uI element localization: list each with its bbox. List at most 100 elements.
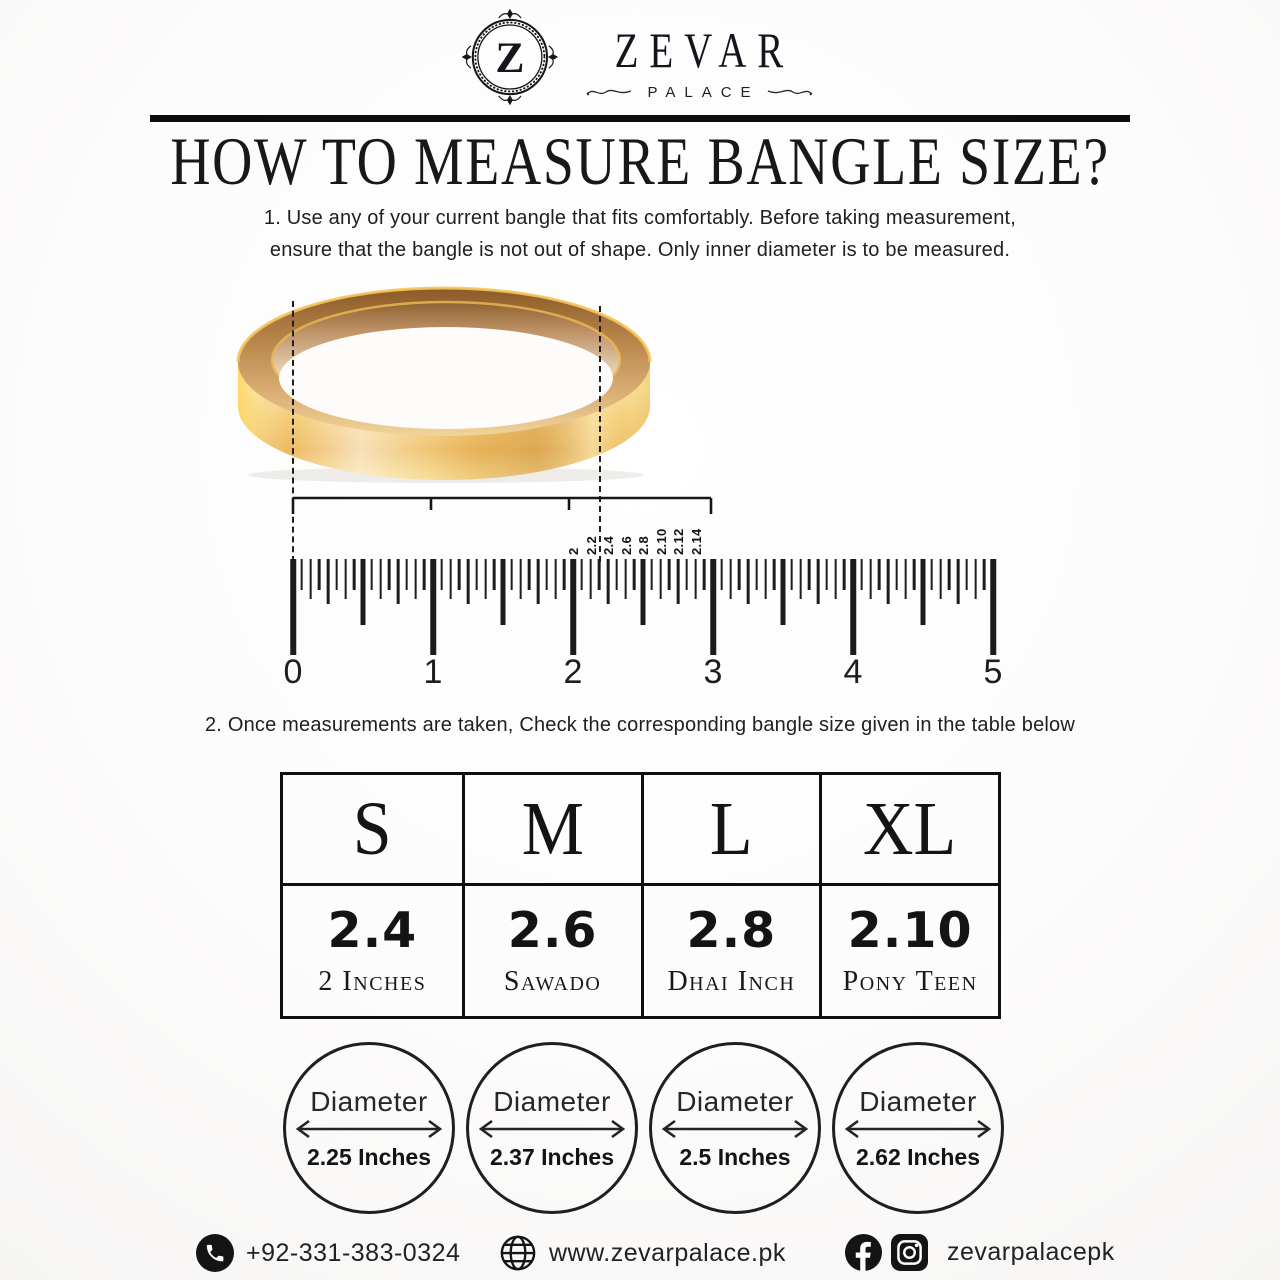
- ruler-tick: [764, 559, 767, 599]
- double-arrow-icon: [661, 1119, 809, 1138]
- diameter-circles: Diameter 2.25 Inches Diameter 2.37 Inche…: [283, 1042, 1004, 1214]
- bangle-size-label: 2.6: [618, 536, 634, 555]
- ruler-tick: [877, 559, 881, 590]
- ruler-number: 2: [563, 653, 583, 691]
- ruler-tick: [335, 559, 339, 590]
- ruler-tick: [519, 559, 522, 599]
- ruler-tick: [790, 559, 794, 590]
- bangle-size-value: 2.10: [847, 902, 973, 959]
- diameter-label: Diameter: [859, 1085, 977, 1117]
- ruler-tick: [492, 559, 496, 590]
- ruler-number: 3: [703, 653, 723, 691]
- step1-line1: 1. Use any of your current bangle that f…: [263, 207, 1017, 229]
- ruler-tick: [659, 559, 662, 599]
- ruler-tick: [554, 559, 557, 599]
- phone-number: +92-331-383-0324: [246, 1238, 461, 1267]
- ruler-tick: [895, 559, 899, 590]
- diameter-circle: Diameter 2.37 Inches: [466, 1042, 638, 1214]
- double-arrow-icon: [844, 1119, 992, 1138]
- size-letter: XL: [863, 787, 957, 871]
- ruler-number: 0: [283, 653, 303, 691]
- ruler-tick: [457, 559, 461, 590]
- ruler-tick: [545, 559, 549, 590]
- page-title: HOW TO MEASURE BANGLE SIZE?: [170, 123, 1110, 199]
- ruler-tick: [685, 559, 689, 590]
- size-table: S M L XL 2.4 2 Inches 2.6 Sawado 2.8 Dha…: [280, 772, 1001, 1019]
- footer-website: www.zevarpalace.pk: [499, 1234, 786, 1272]
- ruler-tick: [780, 559, 786, 625]
- ruler-tick: [536, 559, 540, 604]
- ruler-tick: [360, 559, 366, 625]
- inner-diameter-guide-left: [292, 301, 294, 562]
- globe-icon: [500, 1235, 536, 1271]
- size-letter: M: [521, 787, 584, 871]
- brand-subname: PALACE: [647, 84, 760, 101]
- zevar-emblem-icon: Z: [461, 8, 559, 106]
- step1-line2: ensure that the bangle is not out of sha…: [269, 239, 1011, 262]
- facebook-icon: [845, 1234, 882, 1271]
- ruler-tick: [746, 559, 750, 604]
- ruler-tick: [710, 559, 716, 655]
- table-value-cell: 2.10 Pony Teen: [819, 883, 998, 1016]
- ruler-tick: [650, 559, 654, 590]
- table-value-cell: 2.4 2 Inches: [283, 883, 462, 1016]
- diameter-value: 2.37 Inches: [489, 1143, 615, 1170]
- ruler-tick: [676, 559, 680, 604]
- instruction-step-1: 1. Use any of your current bangle that f…: [0, 202, 1280, 267]
- table-header-cell: XL: [819, 775, 998, 883]
- size-letter: L: [710, 787, 753, 871]
- ruler-number: 1: [423, 653, 443, 691]
- ruler-tick: [930, 559, 934, 590]
- diameter-label: Diameter: [676, 1085, 794, 1117]
- bangle-size-name: Dhai Inch: [667, 966, 796, 997]
- ruler-tick: [405, 559, 409, 590]
- double-arrow-icon: [295, 1119, 443, 1138]
- ruler-tick: [570, 559, 576, 655]
- ruler-tick: [309, 559, 312, 599]
- ruler-tick: [615, 559, 619, 590]
- ruler-tick: [702, 559, 706, 590]
- brand-logo: Z ZEVAR PALACE: [459, 6, 821, 108]
- ruler-tick: [974, 559, 977, 599]
- ruler-tick: [667, 559, 671, 590]
- ruler-tick: [430, 559, 436, 655]
- ruler-tick: [860, 559, 864, 590]
- gold-bangle-image: [236, 286, 652, 483]
- ruler-tick: [816, 559, 820, 604]
- ruler-tick: [772, 559, 776, 590]
- monogram-letter: Z: [495, 34, 524, 82]
- table-header-cell: M: [461, 775, 641, 883]
- ruler-tick: [379, 559, 382, 599]
- ruler-tick: [589, 559, 592, 599]
- bangle-size-label: 2.14: [688, 528, 704, 555]
- ruler-tick: [990, 559, 996, 655]
- instagram-icon: [891, 1234, 928, 1271]
- brand-name: ZEVAR: [614, 22, 795, 78]
- diameter-circle: Diameter 2.25 Inches: [283, 1042, 455, 1214]
- ruler-number: 4: [843, 653, 863, 691]
- ruler: 0 1 2 3 4 5 2 2.2 2.4 2.6 2.8 2.10 2.12 2.14: [284, 528, 1003, 695]
- bangle-size-label: 2.12: [671, 528, 686, 555]
- ruler-tick: [694, 559, 697, 599]
- ruler-tick: [290, 559, 296, 655]
- ruler-tick: [344, 559, 347, 599]
- ruler-tick: [886, 559, 890, 604]
- bangle-size-name: 2 Inches: [318, 966, 427, 997]
- ruler-tick: [729, 559, 732, 599]
- diameter-value: 2.62 Inches: [855, 1143, 981, 1170]
- ruler-tick: [475, 559, 479, 590]
- diameter-circle: Diameter 2.5 Inches: [649, 1042, 821, 1214]
- ruler-tick: [500, 559, 506, 625]
- double-arrow-icon: [478, 1119, 626, 1138]
- ruler-tick: [939, 559, 942, 599]
- ruler-tick: [449, 559, 452, 599]
- ruler-tick: [850, 559, 856, 655]
- header-divider: [150, 115, 1130, 122]
- table-header-cell: S: [283, 775, 462, 883]
- diameter-value: 2.25 Inches: [306, 1143, 432, 1170]
- table-header-cell: L: [640, 775, 820, 883]
- ruler-tick: [597, 559, 601, 590]
- bangle-size-label: 2.2: [583, 536, 599, 555]
- diameter-value: 2.5 Inches: [679, 1143, 791, 1170]
- flourish-right-icon: [767, 89, 813, 96]
